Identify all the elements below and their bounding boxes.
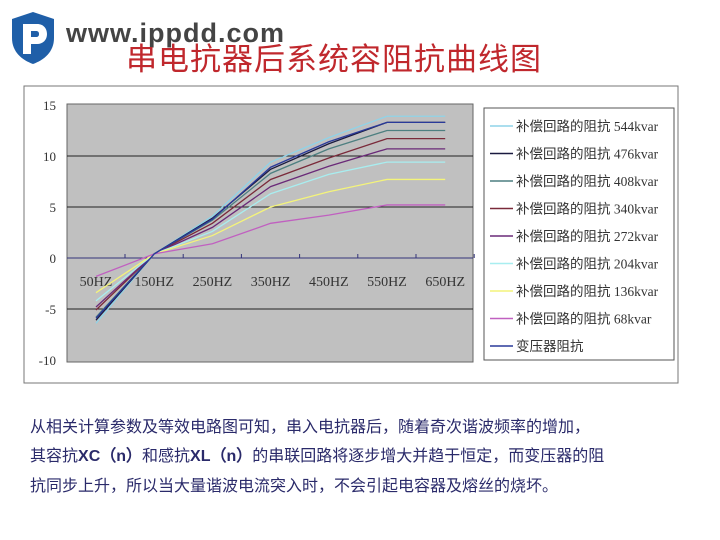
legend-label: 补偿回路的阻抗 340kvar — [516, 202, 659, 217]
y-tick-label: 10 — [43, 149, 56, 164]
legend-label: 补偿回路的阻抗 272kvar — [516, 229, 659, 244]
page-title: 串电抗器后系统容阻抗曲线图 — [126, 42, 542, 78]
x-tick-label: 450HZ — [309, 275, 349, 290]
description-line-3: 抗同步上升，所以当大量谐波电流突入时，不会引起电容器及熔丝的烧坏。 — [30, 476, 559, 495]
legend-label: 补偿回路的阻抗 408kvar — [516, 174, 659, 189]
y-tick-label: 5 — [50, 200, 57, 215]
legend-label: 补偿回路的阻抗 136kvar — [516, 284, 659, 299]
y-tick-label: -5 — [45, 302, 56, 317]
x-tick-label: 550HZ — [367, 275, 407, 290]
text: 和感抗 — [142, 446, 191, 465]
xl-term: XL（n） — [190, 448, 253, 465]
legend-box — [483, 107, 675, 361]
series-line — [95, 121, 446, 319]
x-tick-label: 650HZ — [425, 275, 465, 290]
plot-area — [66, 103, 474, 363]
x-tick-label: 150HZ — [134, 275, 174, 290]
x-tick-label: 250HZ — [193, 275, 233, 290]
xc-term: XC（n） — [78, 448, 143, 465]
legend-label: 变压器阻抗 — [516, 339, 584, 354]
shield-logo-icon — [12, 12, 54, 64]
legend-label: 补偿回路的阻抗 476kvar — [516, 147, 659, 162]
legend-label: 补偿回路的阻抗 68kvar — [516, 312, 652, 327]
x-tick-label: 350HZ — [251, 275, 291, 290]
legend-label: 补偿回路的阻抗 204kvar — [516, 257, 659, 272]
description-line-1: 从相关计算参数及等效电路图可知，串入电抗器后，随着奇次谐波频率的增加， — [30, 417, 591, 436]
y-tick-label: 15 — [43, 98, 56, 113]
text: 的串联回路将逐步增大并趋于恒定，而变压器的阻 — [252, 446, 605, 465]
x-tick-label: 50HZ — [80, 275, 113, 290]
legend-label: 补偿回路的阻抗 544kvar — [516, 119, 659, 134]
y-tick-label: 0 — [50, 251, 57, 266]
description-line-2: 其容抗XC（n）和感抗XL（n）的串联回路将逐步增大并趋于恒定，而变压器的阻 — [30, 441, 700, 471]
description-text: 从相关计算参数及等效电路图可知，串入电抗器后，随着奇次谐波频率的增加， 其容抗X… — [30, 412, 700, 500]
impedance-chart: 15 10 5 0 -5 -10 50HZ 150HZ 250HZ 350HZ 450HZ 550H… — [23, 85, 679, 384]
y-tick-label: -10 — [39, 353, 56, 368]
site-url: www.ippdd.com — [66, 18, 285, 48]
text: 其容抗 — [30, 446, 79, 465]
